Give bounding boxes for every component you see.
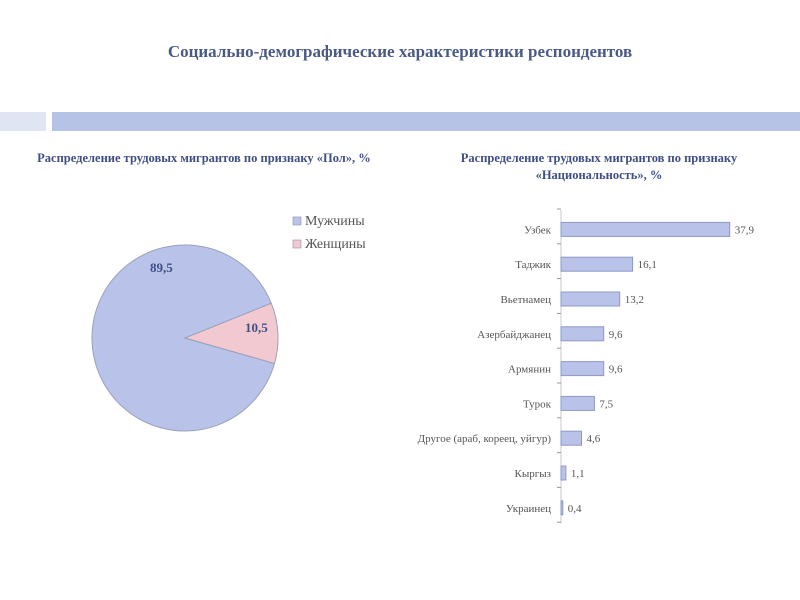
header-band-right [52, 112, 800, 131]
bar-3 [560, 326, 605, 342]
bar-7 [560, 465, 567, 481]
category-label: Турок [523, 398, 552, 410]
category-label: Вьетнамец [500, 294, 551, 306]
page-title: Социально-демографические характеристики… [167, 42, 633, 61]
bar-value-label: 7,5 [599, 398, 613, 410]
nationality-chart-title: Распределение трудовых мигрантов по приз… [460, 151, 738, 182]
bar-0 [560, 221, 731, 237]
category-label: Армянин [508, 364, 551, 376]
bar-value-label: 0,4 [568, 503, 582, 515]
bar-5 [560, 395, 595, 411]
legend-swatch-women [292, 239, 302, 249]
bar-4 [560, 361, 605, 377]
bar-value-label: 9,6 [609, 364, 623, 376]
category-label: Украинец [506, 503, 551, 515]
legend-label-men: Мужчины [305, 214, 365, 229]
gender-chart-title: Распределение трудовых мигрантов по приз… [37, 151, 371, 165]
bar-6 [560, 430, 582, 446]
pie-slice-women [183, 302, 279, 365]
pie-slice-men [91, 244, 276, 432]
category-label: Азербайджанец [477, 329, 551, 341]
pie-label-men: 89,5 [150, 260, 173, 275]
bar-2 [560, 291, 621, 307]
bar-value-label: 4,6 [587, 433, 601, 445]
legend-swatch-men [292, 216, 302, 226]
category-label: Таджик [515, 259, 551, 271]
bar-value-label: 37,9 [735, 224, 755, 236]
bar-value-label: 13,2 [625, 294, 644, 306]
bar-value-label: 9,6 [609, 329, 623, 341]
bar-8 [560, 500, 564, 516]
bar-value-label: 1,1 [571, 468, 585, 480]
category-label: Узбек [524, 224, 552, 236]
bar-value-label: 16,1 [638, 259, 657, 271]
category-label: Кыргыз [515, 468, 551, 480]
gender-pie-chart: 89,5 10,5 Мужчины Женщины [91, 214, 366, 432]
legend-label-women: Женщины [305, 237, 366, 252]
pie-label-women: 10,5 [245, 320, 268, 335]
bar-1 [560, 256, 634, 272]
category-label: Другое (араб, кореец, уйгур) [418, 433, 552, 445]
header-band-left [0, 112, 46, 131]
